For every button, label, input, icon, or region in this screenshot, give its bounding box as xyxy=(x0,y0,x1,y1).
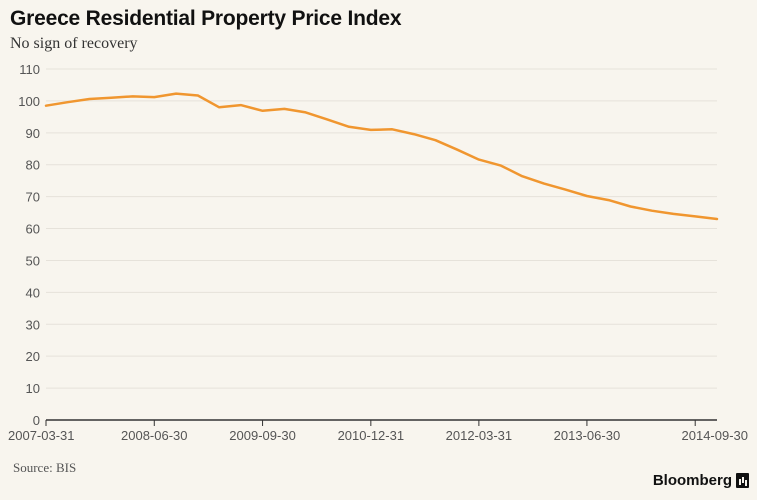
brand-logo: Bloomberg xyxy=(653,472,749,489)
data-point xyxy=(217,105,221,109)
data-point xyxy=(239,103,243,107)
source-note: Source: BIS xyxy=(13,460,77,475)
y-tick-label-50: 50 xyxy=(26,253,40,268)
data-point xyxy=(498,163,502,167)
x-axis: 2007-03-31 2008-06-30 2009-09-30 2010-12-31… xyxy=(8,419,749,443)
y-tick-label-80: 80 xyxy=(26,158,40,173)
y-tick-label-60: 60 xyxy=(26,222,40,237)
data-point xyxy=(347,125,351,129)
data-point xyxy=(629,205,633,209)
data-point xyxy=(563,188,567,192)
y-tick-label-100: 100 xyxy=(18,94,40,109)
x-tick-label-2: 2009-09-30 xyxy=(229,428,296,443)
data-point xyxy=(650,209,654,213)
data-point xyxy=(174,92,178,96)
y-tick-label-0: 0 xyxy=(33,413,40,428)
data-point xyxy=(520,174,524,178)
data-point xyxy=(693,214,697,218)
data-point xyxy=(369,128,373,132)
chart-subtitle: No sign of recovery xyxy=(10,35,138,52)
data-point xyxy=(671,212,675,216)
x-tick-label-3: 2010-12-31 xyxy=(338,428,405,443)
data-point xyxy=(607,198,611,202)
data-point xyxy=(434,138,438,142)
grid-layer xyxy=(46,68,717,389)
data-point xyxy=(585,194,589,198)
data-point xyxy=(87,97,91,101)
chart-title: Greece Residential Property Price Index xyxy=(10,7,402,30)
data-point xyxy=(325,117,329,121)
data-point xyxy=(66,100,70,104)
data-point xyxy=(109,96,113,100)
data-point xyxy=(304,110,308,114)
data-point xyxy=(542,182,546,186)
data-point xyxy=(412,132,416,136)
brand-name: Bloomberg xyxy=(652,472,732,489)
data-point xyxy=(44,104,48,108)
data-point xyxy=(282,107,286,111)
y-tick-label-20: 20 xyxy=(26,349,40,364)
y-tick-label-40: 40 xyxy=(26,285,40,300)
data-point xyxy=(715,217,719,221)
data-point xyxy=(152,95,156,99)
y-tick-label-90: 90 xyxy=(26,126,40,141)
x-tick-label-4: 2012-03-31 xyxy=(446,428,513,443)
data-point xyxy=(455,148,459,152)
data-point xyxy=(131,94,135,98)
x-tick-label-1: 2008-06-30 xyxy=(121,428,188,443)
x-tick-label-0: 2007-03-31 xyxy=(8,428,75,443)
data-point xyxy=(196,93,200,97)
data-point xyxy=(390,127,394,131)
series-layer xyxy=(44,92,719,221)
series-line xyxy=(44,92,719,221)
y-axis: 0 10 20 30 40 50 60 70 80 90 100 110 xyxy=(18,62,40,428)
y-tick-label-10: 10 xyxy=(26,381,40,396)
x-tick-label-6: 2014-09-30 xyxy=(682,428,749,443)
bloomberg-icon xyxy=(736,473,749,488)
data-point xyxy=(477,158,481,162)
data-point xyxy=(261,109,265,113)
y-tick-label-30: 30 xyxy=(26,317,40,332)
y-tick-label-70: 70 xyxy=(26,190,40,205)
y-tick-label-110: 110 xyxy=(19,62,40,77)
x-tick-label-5: 2013-06-30 xyxy=(554,428,621,443)
